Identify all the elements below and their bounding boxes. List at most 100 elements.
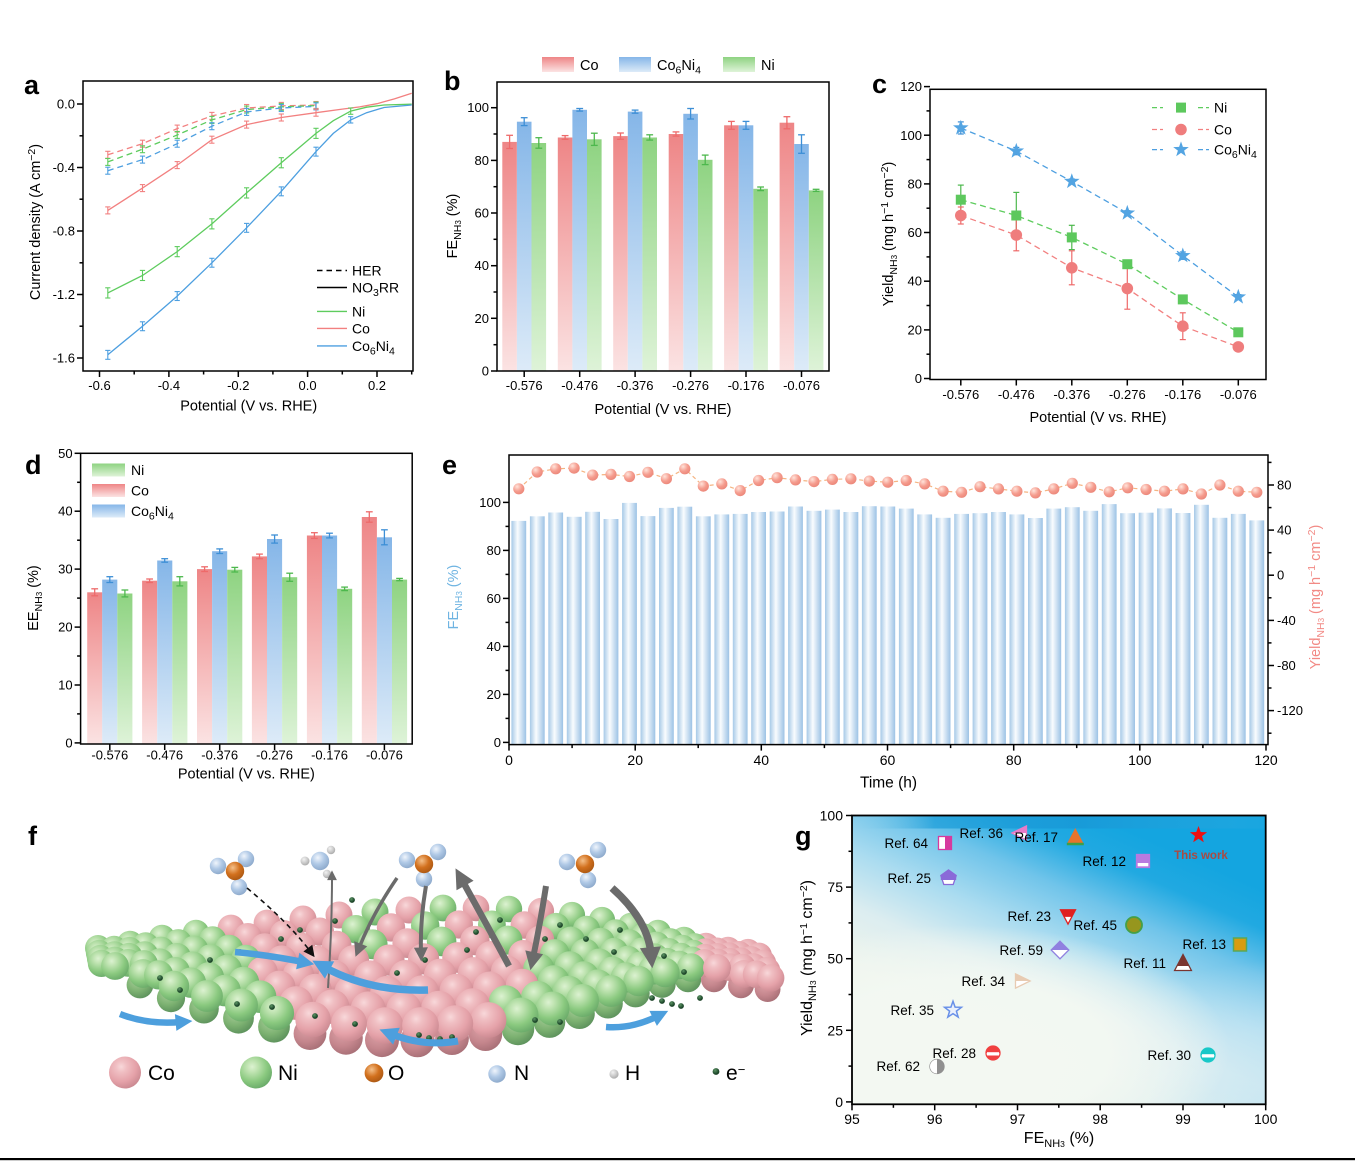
svg-text:-0.476: -0.476	[998, 387, 1035, 402]
svg-text:Ref. 23: Ref. 23	[1007, 909, 1051, 924]
svg-text:Co6Ni4: Co6Ni4	[657, 58, 701, 77]
svg-text:80: 80	[487, 543, 501, 558]
svg-text:100: 100	[820, 808, 844, 824]
svg-text:NO3RR: NO3RR	[352, 280, 399, 300]
svg-text:Ni: Ni	[761, 58, 775, 74]
svg-text:60: 60	[908, 225, 922, 240]
svg-text:Potential (V vs. RHE): Potential (V vs. RHE)	[178, 767, 315, 783]
svg-text:O: O	[388, 1062, 404, 1085]
svg-text:N: N	[514, 1062, 529, 1085]
svg-text:-0.376: -0.376	[201, 748, 238, 763]
svg-text:Co: Co	[352, 320, 370, 336]
svg-text:-0.176: -0.176	[311, 748, 348, 763]
svg-text:e: e	[442, 450, 457, 480]
svg-text:YieldNH3 (mg h−1 cm−2): YieldNH3 (mg h−1 cm−2)	[879, 162, 900, 307]
svg-text:HER: HER	[352, 263, 382, 279]
svg-text:50: 50	[58, 446, 72, 461]
svg-text:40: 40	[475, 258, 489, 273]
svg-text:a: a	[24, 70, 40, 100]
svg-text:100: 100	[479, 495, 501, 510]
svg-text:-120: -120	[1277, 703, 1303, 718]
svg-text:-0.576: -0.576	[942, 387, 979, 402]
svg-text:Current density (A cm−2): Current density (A cm−2)	[26, 144, 44, 300]
svg-text:20: 20	[627, 752, 643, 768]
svg-text:20: 20	[58, 620, 72, 635]
svg-text:0: 0	[835, 1094, 843, 1110]
svg-text:g: g	[795, 821, 812, 851]
svg-text:Ref. 35: Ref. 35	[890, 1003, 934, 1018]
svg-text:-0.276: -0.276	[256, 748, 293, 763]
svg-text:40: 40	[908, 274, 922, 289]
svg-text:95: 95	[844, 1111, 860, 1127]
svg-text:80: 80	[475, 153, 489, 168]
svg-text:Ref. 28: Ref. 28	[932, 1046, 976, 1061]
svg-text:b: b	[444, 66, 461, 96]
svg-text:-0.276: -0.276	[672, 378, 709, 393]
svg-text:60: 60	[487, 591, 501, 606]
svg-text:H: H	[625, 1062, 640, 1085]
svg-text:Ref. 45: Ref. 45	[1073, 918, 1117, 933]
svg-text:Ref. 59: Ref. 59	[999, 943, 1043, 958]
svg-text:Ref. 11: Ref. 11	[1123, 956, 1166, 971]
svg-text:0: 0	[505, 752, 513, 768]
svg-text:100: 100	[900, 128, 922, 143]
svg-text:0.0: 0.0	[57, 97, 75, 112]
svg-text:Co: Co	[580, 58, 599, 74]
svg-text:25: 25	[827, 1022, 843, 1038]
svg-text:100: 100	[467, 100, 489, 115]
svg-text:-0.076: -0.076	[366, 748, 403, 763]
svg-text:40: 40	[487, 639, 501, 654]
svg-text:-0.4: -0.4	[53, 160, 75, 175]
svg-text:YieldNH3 (mg h−1 cm−2): YieldNH3 (mg h−1 cm−2)	[1306, 525, 1327, 670]
svg-text:120: 120	[900, 79, 922, 94]
svg-text:75: 75	[827, 879, 843, 895]
svg-text:60: 60	[475, 206, 489, 221]
svg-text:40: 40	[1277, 523, 1291, 538]
svg-text:Ni: Ni	[352, 303, 365, 319]
svg-text:0.0: 0.0	[299, 378, 317, 393]
svg-text:80: 80	[1277, 478, 1291, 493]
svg-text:Ref. 36: Ref. 36	[959, 826, 1003, 841]
svg-text:EENH3 (%): EENH3 (%)	[26, 565, 45, 631]
svg-text:97: 97	[1010, 1111, 1026, 1127]
svg-text:-0.376: -0.376	[617, 378, 654, 393]
svg-text:Potential (V vs. RHE): Potential (V vs. RHE)	[1030, 410, 1167, 426]
svg-text:60: 60	[880, 752, 896, 768]
svg-text:100: 100	[1254, 1111, 1278, 1127]
svg-text:f: f	[28, 821, 38, 851]
svg-text:Co6Ni4: Co6Ni4	[131, 503, 174, 523]
svg-text:-80: -80	[1277, 658, 1296, 673]
svg-text:80: 80	[908, 176, 922, 191]
svg-text:-40: -40	[1277, 613, 1296, 628]
svg-text:0: 0	[65, 735, 72, 750]
svg-text:10: 10	[58, 678, 72, 693]
svg-text:Time (h): Time (h)	[860, 775, 917, 792]
svg-text:-0.576: -0.576	[506, 378, 543, 393]
svg-text:20: 20	[908, 322, 922, 337]
svg-text:c: c	[872, 69, 887, 99]
svg-text:Ni: Ni	[1214, 100, 1227, 116]
svg-text:0: 0	[915, 371, 922, 386]
svg-text:0: 0	[494, 735, 501, 750]
svg-text:96: 96	[927, 1111, 943, 1127]
svg-text:-0.476: -0.476	[561, 378, 598, 393]
svg-text:FENH3 (%): FENH3 (%)	[446, 565, 465, 630]
svg-text:Ni: Ni	[278, 1062, 298, 1085]
svg-text:99: 99	[1175, 1111, 1191, 1127]
svg-text:-0.376: -0.376	[1053, 387, 1090, 402]
svg-text:Potential (V vs. RHE): Potential (V vs. RHE)	[595, 402, 732, 418]
svg-text:-0.076: -0.076	[783, 378, 820, 393]
svg-text:Ref. 13: Ref. 13	[1182, 937, 1226, 952]
svg-text:This work: This work	[1174, 850, 1228, 862]
svg-text:Ref. 25: Ref. 25	[887, 871, 931, 886]
svg-text:-0.576: -0.576	[91, 748, 128, 763]
svg-text:Ref. 64: Ref. 64	[884, 836, 928, 851]
svg-text:0: 0	[482, 364, 489, 379]
svg-text:20: 20	[487, 687, 501, 702]
svg-text:Co6Ni4: Co6Ni4	[1214, 142, 1257, 162]
svg-text:100: 100	[1128, 752, 1152, 768]
svg-text:Co: Co	[1214, 122, 1232, 138]
svg-text:Ref. 12: Ref. 12	[1082, 854, 1126, 869]
svg-text:Ref. 34: Ref. 34	[961, 974, 1005, 989]
svg-text:e−: e−	[726, 1062, 745, 1085]
